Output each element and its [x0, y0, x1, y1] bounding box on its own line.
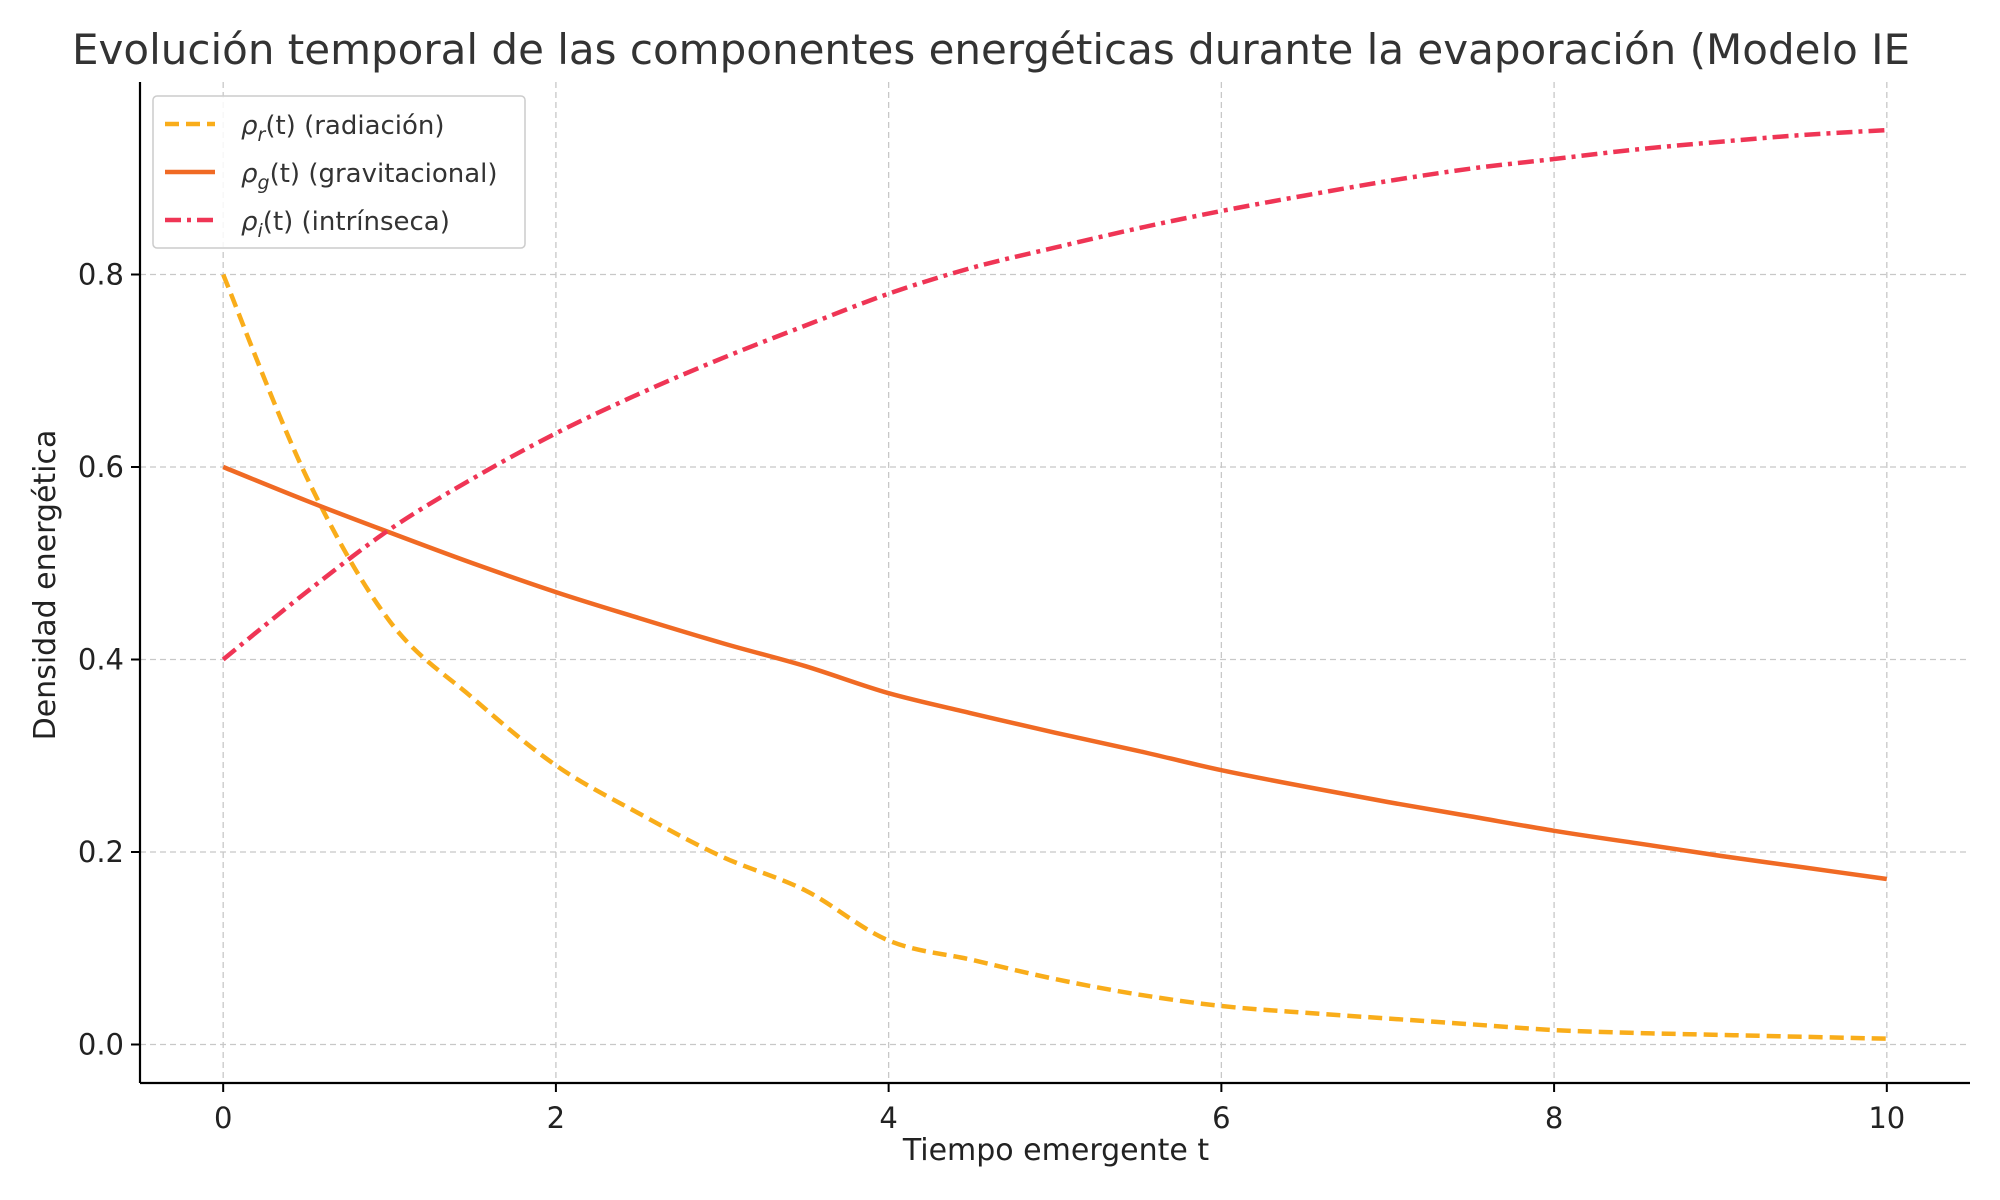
legend-label-radiacion: ρr(t) (radiación)	[241, 111, 445, 146]
legend-box	[152, 95, 526, 249]
series-line-gravitacional	[222, 464, 1888, 882]
x-tick-label: 4	[879, 1101, 897, 1135]
x-axis-label: Tiempo emergente t	[902, 1133, 1210, 1168]
y-tick-label: 0.4	[78, 643, 124, 677]
y-tick-label: 0.8	[78, 258, 124, 292]
chart-title: Evolución temporal de las componentes en…	[72, 25, 1910, 74]
tick-labels: 0 2 4 6 8 10 0.0 0.2 0.4 0.6 0.8	[78, 258, 1905, 1136]
x-tick-label: 0	[214, 1101, 232, 1135]
y-axis-label: Densidad energética	[28, 430, 63, 741]
x-tick-label: 6	[1212, 1101, 1230, 1135]
x-tick-label: 2	[547, 1101, 565, 1135]
legend-label-intrinseca: ρi(t) (intrínseca)	[241, 207, 450, 242]
axes	[131, 82, 1970, 1092]
y-tick-label: 0.0	[78, 1028, 124, 1062]
x-tick-label: 8	[1545, 1101, 1563, 1135]
series-line-radiacion	[221, 273, 1887, 1041]
x-tick-label: 10	[1868, 1101, 1905, 1135]
plot-area	[221, 127, 1888, 1041]
legend-label-gravitacional: ρg(t) (gravitacional)	[241, 159, 498, 194]
y-tick-label: 0.2	[78, 835, 124, 869]
grid	[140, 82, 1970, 1083]
legend: ρr(t) (radiación) ρg(t) (gravitacional) ρi…	[152, 95, 526, 249]
y-tick-label: 0.6	[78, 450, 124, 484]
series-line-intrinseca	[221, 127, 1887, 662]
